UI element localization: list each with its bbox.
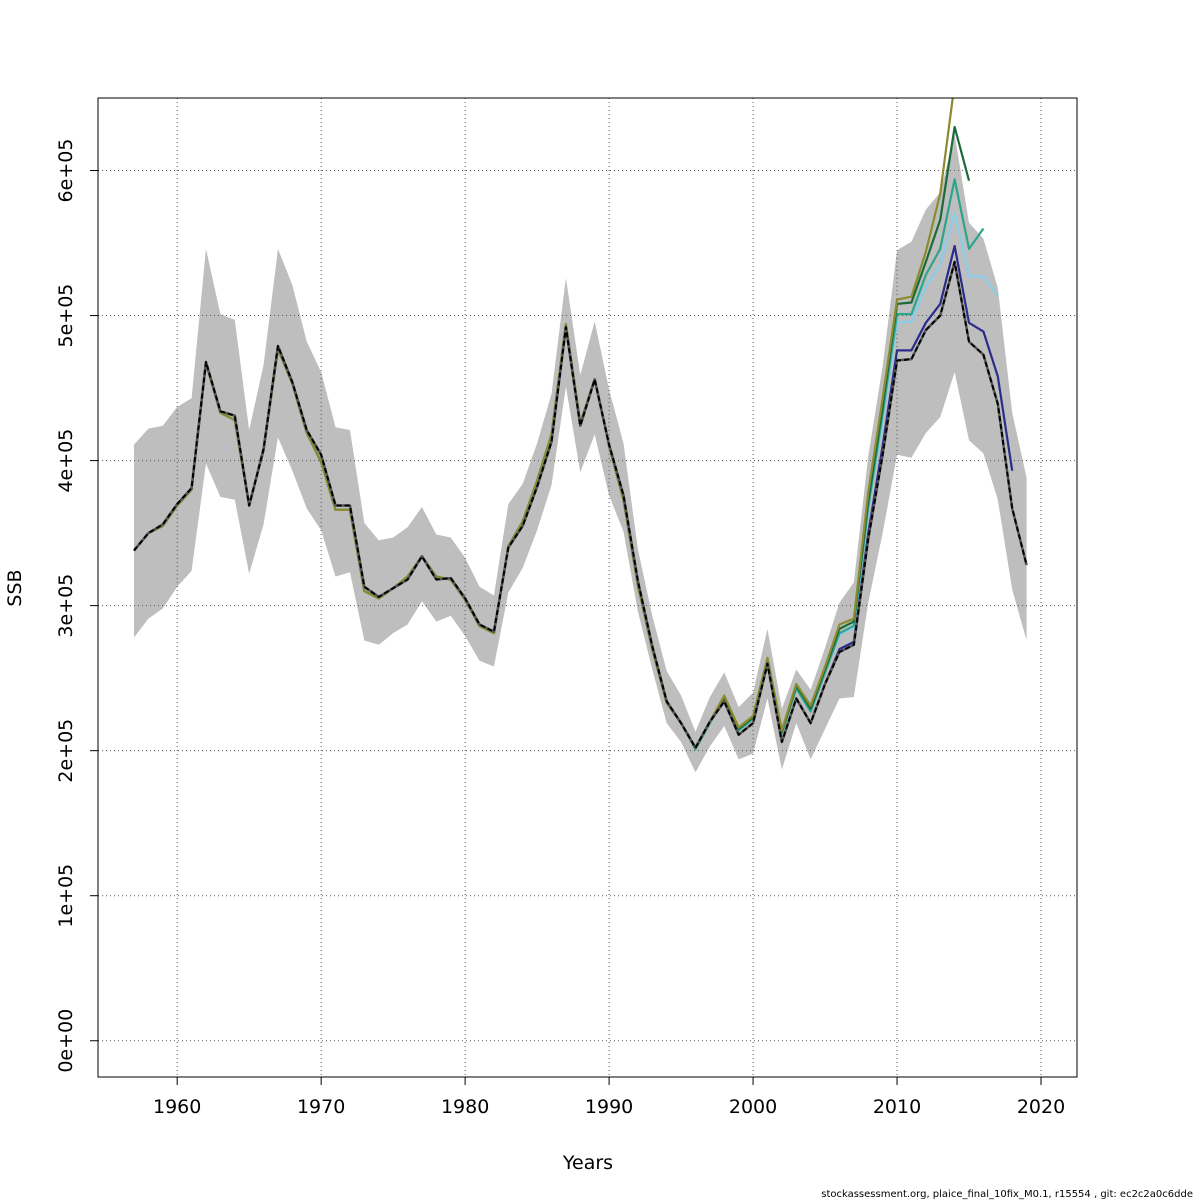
confidence-band <box>133 134 1027 773</box>
y-tick-label: 1e+05 <box>55 864 77 928</box>
x-tick-label: 2020 <box>1017 1096 1065 1118</box>
x-tick-label: 2000 <box>729 1096 777 1118</box>
series-layer <box>133 98 1028 751</box>
y-tick-label: 5e+05 <box>55 284 77 348</box>
x-tick-label: 1980 <box>441 1096 489 1118</box>
plot-border <box>97 97 1078 1078</box>
confidence-band-layer <box>133 134 1027 773</box>
footer-text: stockassessment.org, plaice_final_10fix_… <box>821 1189 1193 1200</box>
series-line-5 <box>133 260 1028 749</box>
x-tick-label: 1960 <box>153 1096 201 1118</box>
x-tick-label: 2010 <box>873 1096 921 1118</box>
y-tick-label: 3e+05 <box>55 574 77 638</box>
x-axis-title: Years <box>562 1152 613 1174</box>
y-tick-label: 6e+05 <box>55 139 77 203</box>
x-tick-label: 1990 <box>585 1096 633 1118</box>
y-tick-label: 0e+00 <box>55 1009 77 1073</box>
y-tick-label: 4e+05 <box>55 429 77 493</box>
x-axis: 1960 1970 1980 1990 2000 2010 2020 <box>153 1077 1065 1118</box>
y-tick-label: 2e+05 <box>55 719 77 783</box>
x-tick-label: 1970 <box>297 1096 345 1118</box>
y-axis-title: SSB <box>4 569 26 606</box>
y-axis: 0e+00 1e+05 2e+05 3e+05 4e+05 5e+05 6e+05 <box>55 139 98 1073</box>
